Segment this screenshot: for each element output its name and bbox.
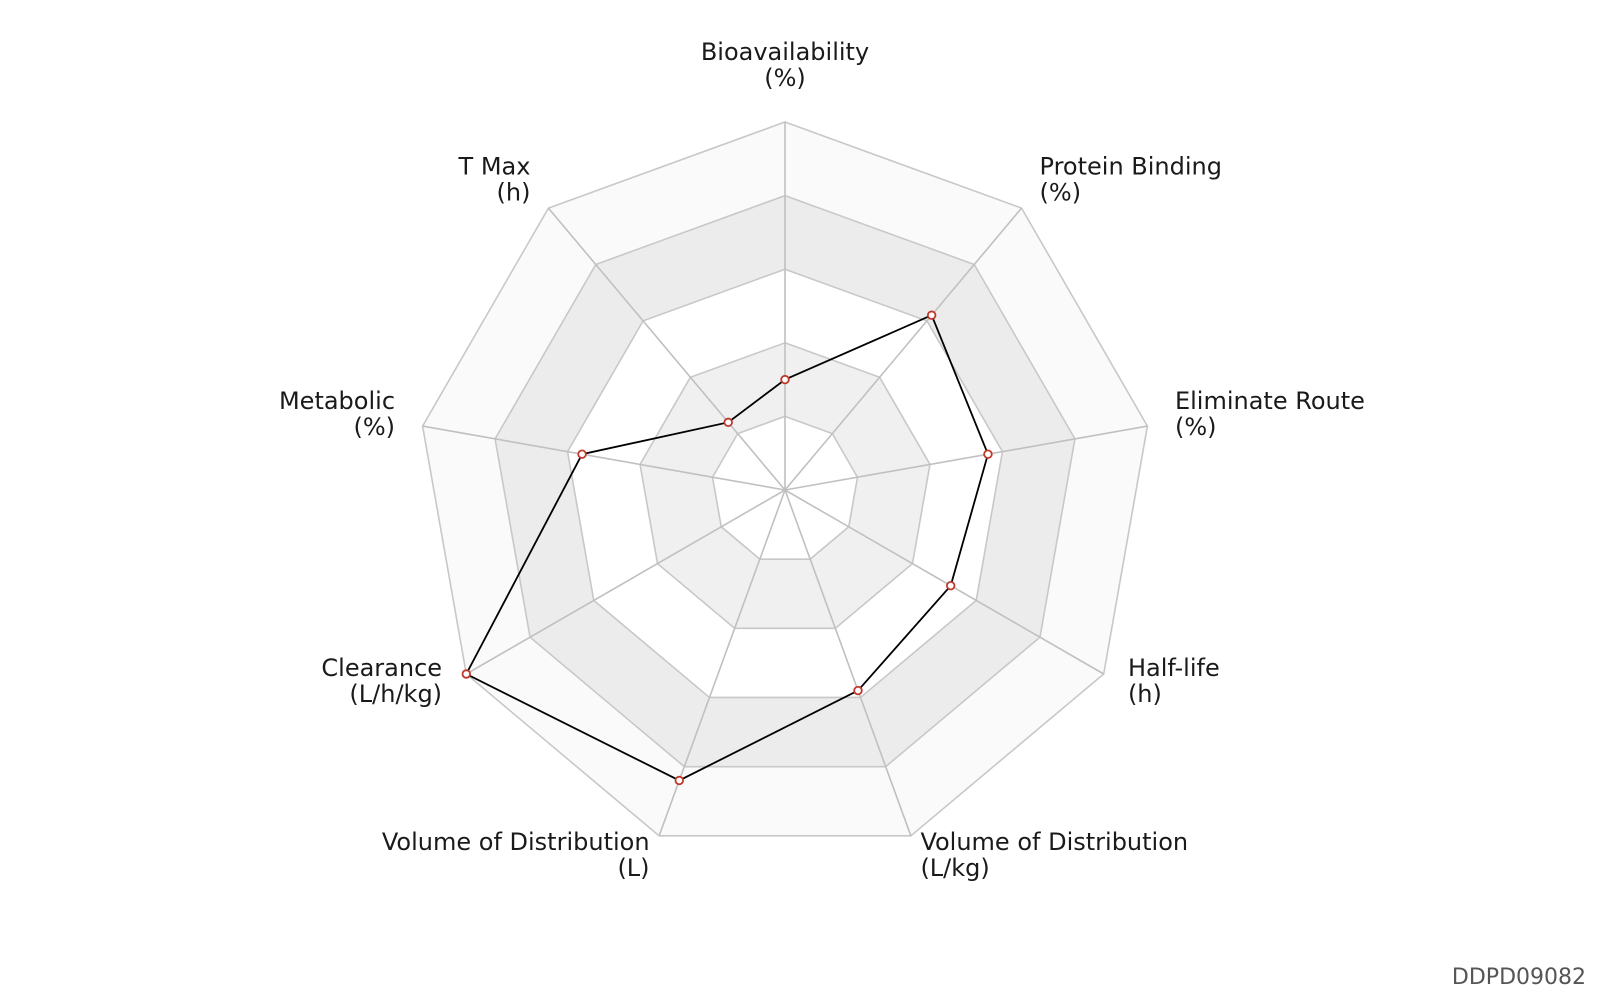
axis-label: T Max (h) bbox=[458, 153, 531, 207]
data-point bbox=[853, 685, 863, 696]
radar-axis-labels: Bioavailability (%)Protein Binding (%)Elim… bbox=[279, 38, 1365, 882]
axis-spoke bbox=[784, 489, 912, 837]
axis-label-unit: (%) bbox=[764, 64, 806, 92]
axis-label: Half-life (h) bbox=[1128, 654, 1220, 708]
axis-label: Bioavailability (%) bbox=[701, 38, 869, 92]
data-point bbox=[946, 580, 956, 591]
data-point bbox=[577, 449, 587, 459]
axis-label-name: Clearance bbox=[321, 654, 442, 682]
radar-grid-spokes bbox=[422, 122, 1148, 837]
data-series-line bbox=[465, 314, 989, 782]
axis-label-name: Protein Binding bbox=[1040, 153, 1222, 181]
axis-spoke bbox=[784, 425, 1148, 491]
axis-spoke bbox=[784, 489, 1105, 675]
axis-spoke bbox=[784, 207, 1023, 491]
axis-label-unit: (L) bbox=[617, 854, 649, 882]
axis-label: Volume of Distribution (L/kg) bbox=[920, 828, 1188, 882]
radar-data-series bbox=[461, 310, 993, 786]
axis-label-name: Metabolic bbox=[279, 387, 395, 415]
axis-spoke bbox=[547, 207, 786, 491]
axis-label-name: T Max bbox=[458, 153, 531, 181]
axis-label-unit: (%) bbox=[1175, 413, 1217, 441]
axis-label-unit: (L/kg) bbox=[920, 854, 989, 882]
data-point bbox=[461, 669, 471, 679]
axis-label-name: Bioavailability bbox=[701, 38, 869, 66]
data-point bbox=[983, 449, 993, 459]
axis-label-name: Eliminate Route bbox=[1175, 387, 1365, 415]
axis-label-unit: (h) bbox=[1128, 680, 1162, 708]
data-point bbox=[780, 374, 790, 385]
data-point bbox=[926, 310, 937, 320]
axis-label-unit: (%) bbox=[353, 413, 395, 441]
axis-label-unit: (h) bbox=[497, 179, 531, 207]
axis-label: Protein Binding (%) bbox=[1040, 153, 1222, 207]
axis-label-unit: (%) bbox=[1040, 179, 1082, 207]
axis-label-name: Half-life bbox=[1128, 654, 1220, 682]
axis-label-unit: (L/h/kg) bbox=[349, 680, 442, 708]
axis-label-name: Volume of Distribution bbox=[382, 828, 650, 856]
axis-label: Metabolic (%) bbox=[279, 387, 395, 441]
axis-label: Eliminate Route (%) bbox=[1175, 387, 1365, 441]
axis-spoke bbox=[465, 489, 786, 675]
data-point bbox=[674, 775, 684, 786]
axis-spoke bbox=[422, 425, 786, 491]
figure-id-label: DDPD09082 bbox=[1451, 965, 1586, 990]
data-point bbox=[723, 417, 733, 428]
axis-label-name: Volume of Distribution bbox=[920, 828, 1188, 856]
axis-label: Volume of Distribution (L) bbox=[382, 828, 650, 882]
axis-label: Clearance (L/h/kg) bbox=[321, 654, 442, 708]
